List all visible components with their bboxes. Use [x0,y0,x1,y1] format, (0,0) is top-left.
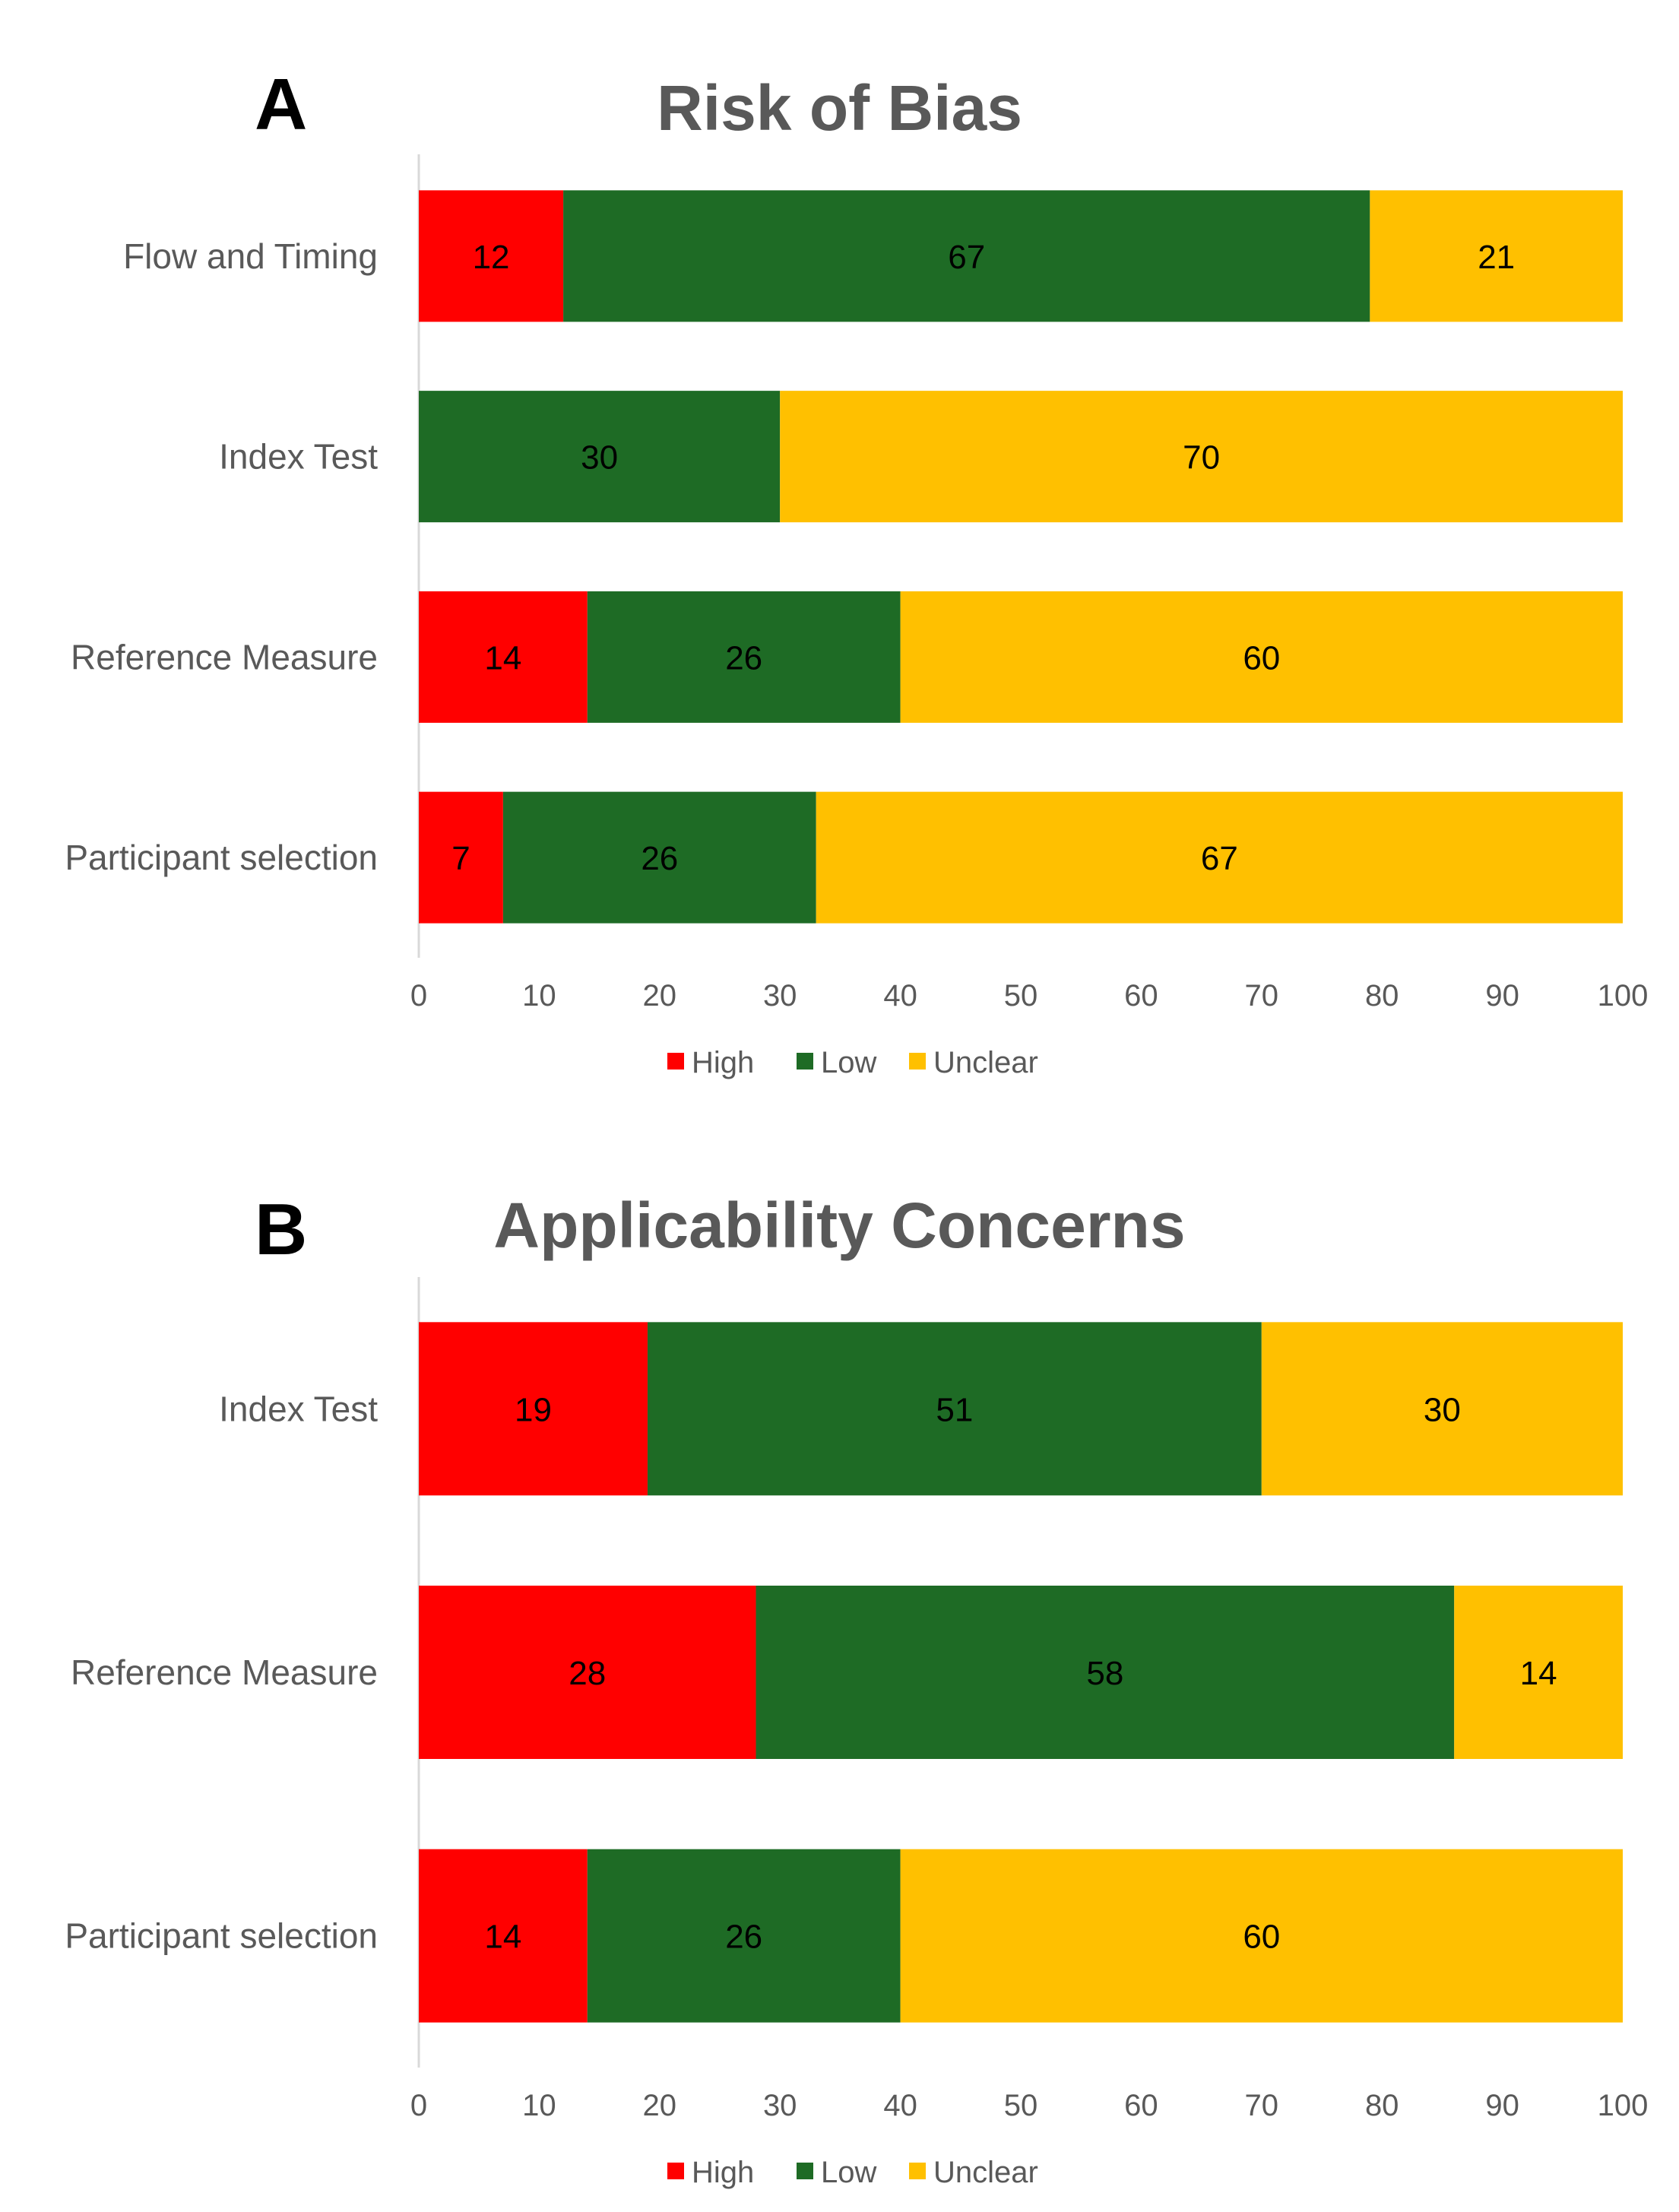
bar-segment-unclear [1261,1322,1623,1496]
legend-label: High [692,2156,754,2189]
x-tick-label: 90 [1485,979,1519,1013]
legend-label: Unclear [933,1046,1038,1079]
legend-swatch-low [797,2163,813,2179]
legend-label: High [692,1046,754,1079]
x-tick-label: 20 [643,2089,677,2122]
category-label: Reference Measure [71,1653,378,1692]
panel-b: B Applicability Concerns Index Test 19 51 3… [0,1110,1679,2212]
data-label: 14 [484,1919,521,1956]
panel-a: A Risk of Bias Flow and Timing 12 67 21 Inde… [0,0,1679,1095]
category-label: Index Test [219,1389,378,1428]
data-label: 26 [725,1919,762,1956]
bar-segment-low [563,190,1370,322]
chart-applicability-concerns: Index Test 19 51 30 Reference Measure 28 58 14 P… [65,1277,1649,2189]
data-label: 60 [1243,1919,1280,1956]
category-label: Participant selection [65,1916,378,1956]
data-label: 7 [451,840,470,877]
bar-segment-unclear [1370,190,1623,322]
legend-swatch-unclear [909,1053,926,1070]
data-label: 58 [1086,1655,1123,1692]
x-tick-label: 80 [1365,2089,1399,2122]
x-tick-label: 0 [410,979,427,1013]
bar-segment-unclear [900,1849,1623,2023]
bar-segment-low [502,791,816,924]
bar-segment-high [419,1322,648,1496]
data-label: 67 [1201,840,1238,877]
bar-segment-high [419,791,503,924]
x-tick-label: 60 [1124,2089,1158,2122]
chart-title: Risk of Bias [657,72,1022,144]
bar-segment-unclear [1454,1586,1623,1759]
x-tick-label: 50 [1004,979,1038,1013]
data-label: 14 [484,639,521,677]
legend-label: Unclear [933,2156,1038,2189]
x-tick-label: 10 [522,2089,556,2122]
x-tick-label: 40 [883,2089,917,2122]
data-label: 28 [569,1655,606,1692]
legend-swatch-unclear [909,2163,926,2179]
x-tick-label: 20 [643,979,677,1013]
data-label: 26 [725,639,762,677]
x-tick-label: 70 [1245,979,1279,1013]
bar-segment-unclear [780,391,1623,523]
bar-segment-high [419,1849,588,2023]
data-label: 30 [1424,1391,1461,1428]
data-label: 26 [641,840,678,877]
legend-swatch-high [667,1053,684,1070]
data-label: 30 [581,439,618,477]
category-label: Index Test [219,437,378,477]
bar-segment-low [419,391,781,523]
x-tick-label: 30 [763,2089,797,2122]
x-tick-label: 40 [883,979,917,1013]
data-label: 21 [1478,239,1515,276]
category-label: Flow and Timing [123,236,378,276]
data-label: 60 [1243,639,1280,677]
x-tick-label: 100 [1598,2089,1649,2122]
category-label: Reference Measure [71,637,378,677]
x-tick-label: 100 [1598,979,1649,1013]
bar-segment-low [587,1849,901,2023]
x-tick-label: 10 [522,979,556,1013]
panel-label: A [255,64,308,145]
data-label: 14 [1520,1655,1557,1692]
bar-segment-unclear [816,791,1623,924]
x-tick-label: 0 [410,2089,427,2122]
bar-segment-high [419,1586,756,1759]
bar-segment-high [419,591,588,723]
data-label: 51 [936,1391,973,1428]
legend-swatch-low [797,1053,813,1070]
data-label: 70 [1183,439,1220,477]
legend-swatch-high [667,2163,684,2179]
x-tick-label: 70 [1245,2089,1279,2122]
bar-segment-unclear [900,591,1623,723]
x-tick-label: 90 [1485,2089,1519,2122]
x-tick-label: 30 [763,979,797,1013]
bar-segment-low [647,1322,1262,1496]
bar-segment-low [587,591,901,723]
data-label: 19 [515,1391,552,1428]
data-label: 67 [948,239,985,276]
x-tick-label: 60 [1124,979,1158,1013]
data-label: 12 [473,239,510,276]
legend-label: Low [821,1046,876,1079]
bar-segment-low [756,1586,1455,1759]
x-tick-label: 80 [1365,979,1399,1013]
x-tick-label: 50 [1004,2089,1038,2122]
chart-title: Applicability Concerns [493,1190,1186,1261]
bar-segment-high [419,190,564,322]
panel-label: B [255,1189,308,1270]
category-label: Participant selection [65,838,378,877]
legend-label: Low [821,2156,876,2189]
